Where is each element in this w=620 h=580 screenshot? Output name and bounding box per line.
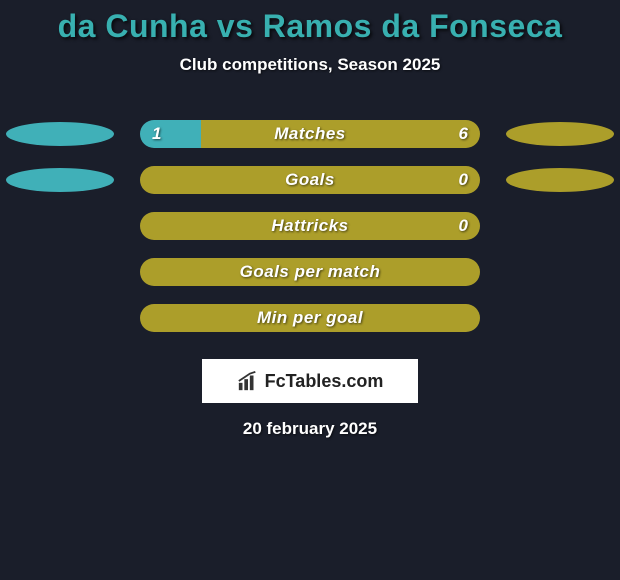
bar-row: Matches16	[0, 111, 620, 157]
bar-track: Goals0	[140, 166, 480, 194]
bar-track: Matches16	[140, 120, 480, 148]
bar-track: Min per goal	[140, 304, 480, 332]
date-text: 20 february 2025	[0, 419, 620, 439]
bar-segment-right	[201, 120, 480, 148]
player-left-ellipse	[6, 122, 114, 146]
bar-row: Min per goal	[0, 295, 620, 341]
bar-segment-right	[140, 166, 480, 194]
bar-track: Hattricks0	[140, 212, 480, 240]
bar-segment-left	[140, 120, 201, 148]
subtitle: Club competitions, Season 2025	[0, 55, 620, 75]
page-title: da Cunha vs Ramos da Fonseca	[0, 0, 620, 45]
bar-row: Goals per match	[0, 249, 620, 295]
player-right-ellipse	[506, 122, 614, 146]
bar-row: Hattricks0	[0, 203, 620, 249]
bar-segment-right	[140, 304, 480, 332]
bar-value-left: 1	[152, 120, 161, 148]
bar-value-right: 0	[459, 166, 468, 194]
bar-segment-right	[140, 212, 480, 240]
player-left-ellipse	[6, 168, 114, 192]
bar-value-right: 6	[459, 120, 468, 148]
brand-badge: FcTables.com	[202, 359, 418, 403]
brand-chart-icon	[237, 370, 259, 392]
bar-segment-right	[140, 258, 480, 286]
brand-text: FcTables.com	[265, 371, 384, 392]
bar-track: Goals per match	[140, 258, 480, 286]
chart-container: da Cunha vs Ramos da Fonseca Club compet…	[0, 0, 620, 580]
bar-value-right: 0	[459, 212, 468, 240]
player-right-ellipse	[506, 168, 614, 192]
bar-row: Goals0	[0, 157, 620, 203]
bars-region: Matches16Goals0Hattricks0Goals per match…	[0, 111, 620, 341]
